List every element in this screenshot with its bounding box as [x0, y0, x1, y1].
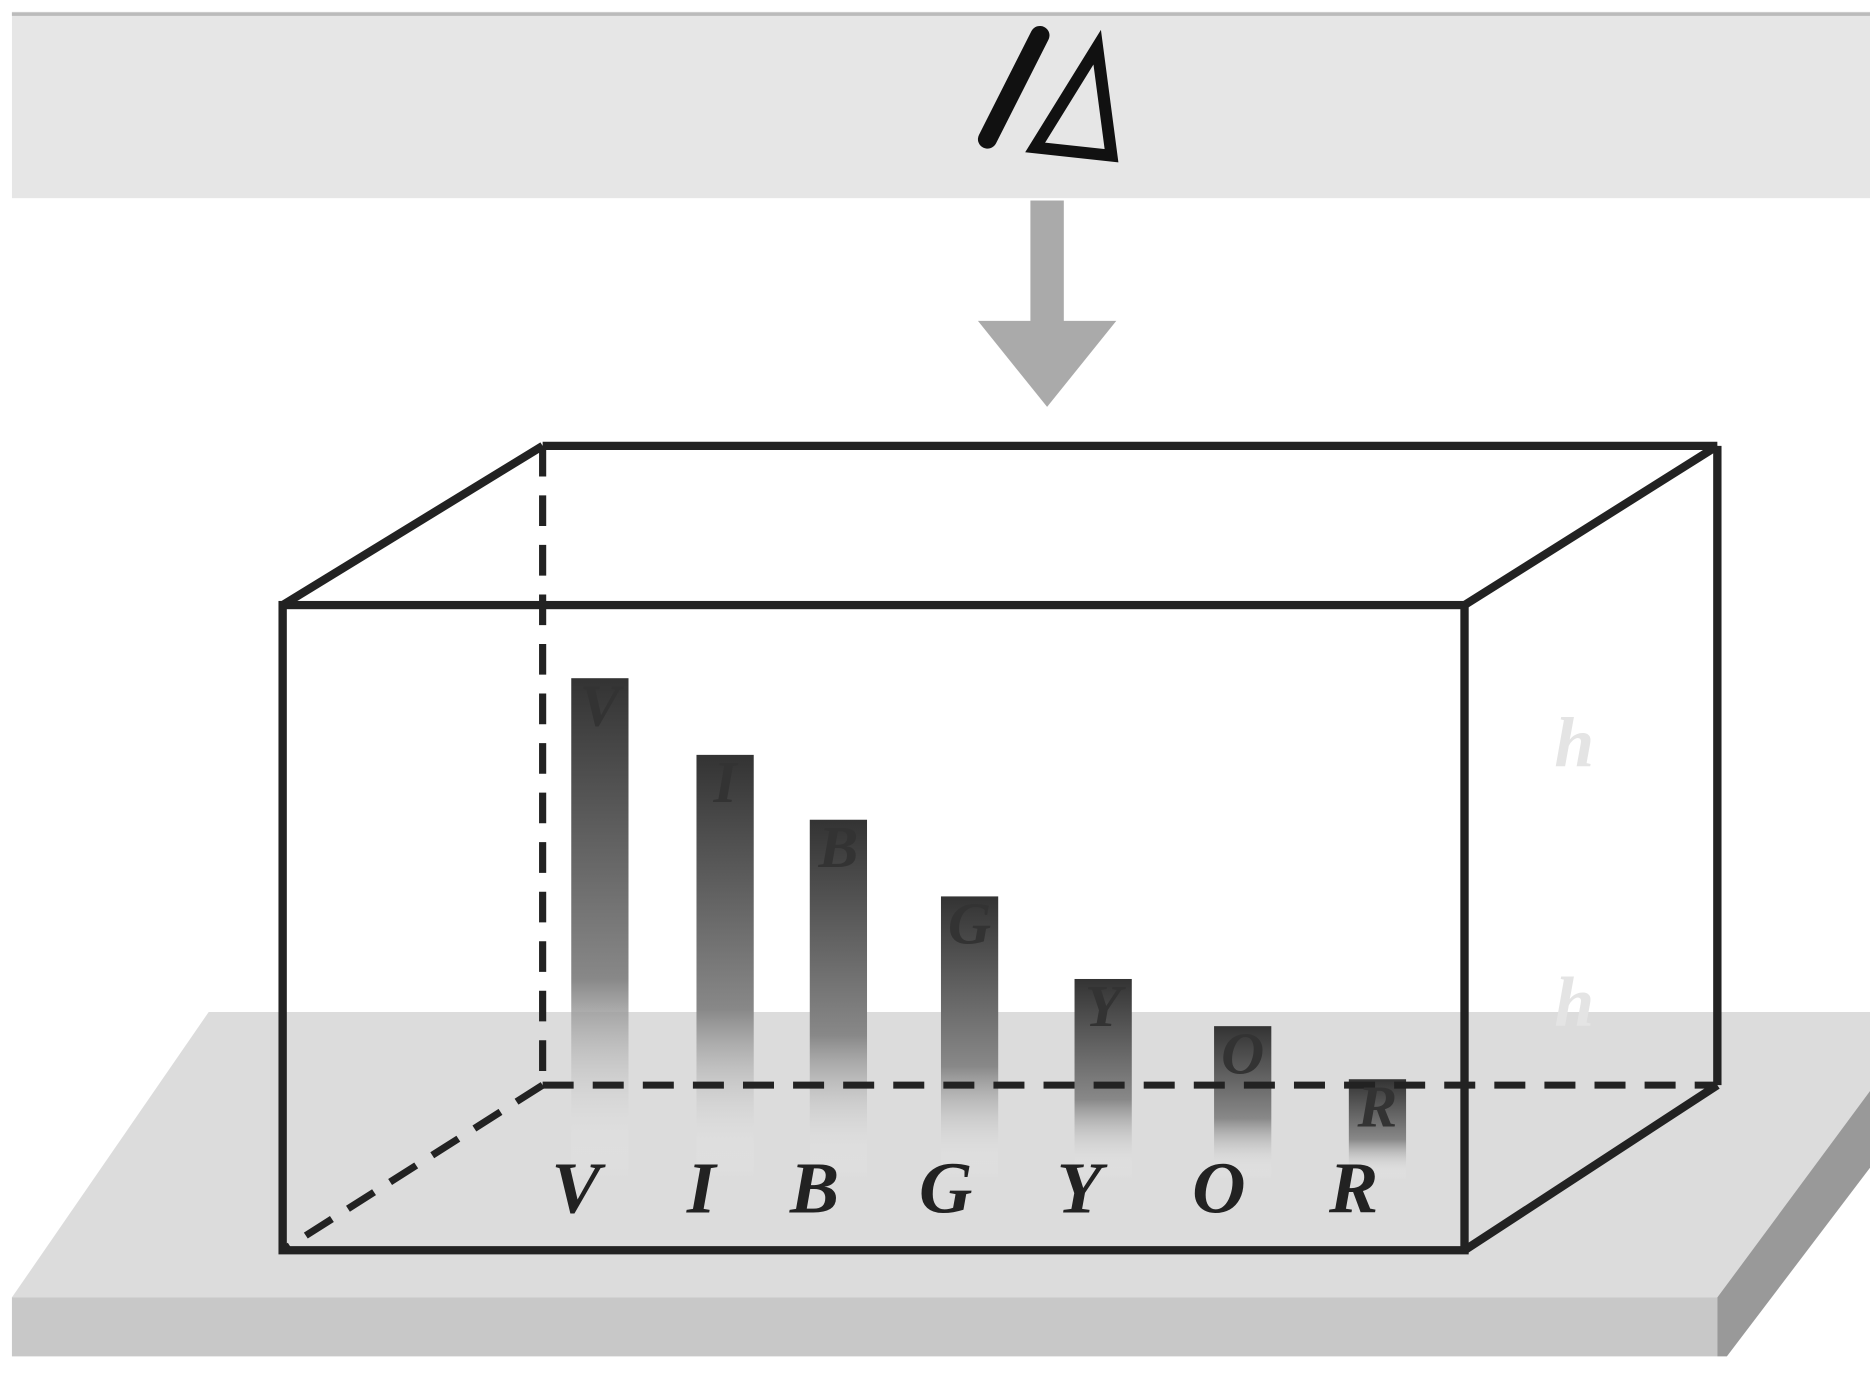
letter: I — [686, 1147, 718, 1229]
letter: V — [551, 1147, 606, 1229]
diagram: VIBGYORVIBGYORhh — [0, 0, 1870, 1380]
apparent-letter: V — [580, 673, 624, 739]
letter: O — [1192, 1147, 1245, 1229]
depth-label: h — [1554, 964, 1594, 1042]
page: VIBGYORVIBGYORhh (() => { const data = J… — [0, 0, 1870, 1380]
apparent-letter: B — [818, 814, 859, 880]
letter: Y — [1057, 1147, 1108, 1229]
top-band — [12, 12, 1870, 198]
letter: B — [789, 1147, 839, 1229]
apparent-letter: Y — [1085, 973, 1126, 1039]
image-column — [571, 678, 628, 1179]
apparent-letter: O — [1221, 1021, 1264, 1087]
apparent-letter: R — [1357, 1074, 1398, 1140]
arrow — [978, 201, 1116, 407]
apparent-letter: I — [712, 749, 738, 815]
image-column — [696, 755, 753, 1180]
letter: R — [1328, 1147, 1378, 1229]
apparent-letter: G — [948, 891, 991, 957]
letter: G — [919, 1147, 972, 1229]
depth-label: h — [1554, 705, 1594, 783]
